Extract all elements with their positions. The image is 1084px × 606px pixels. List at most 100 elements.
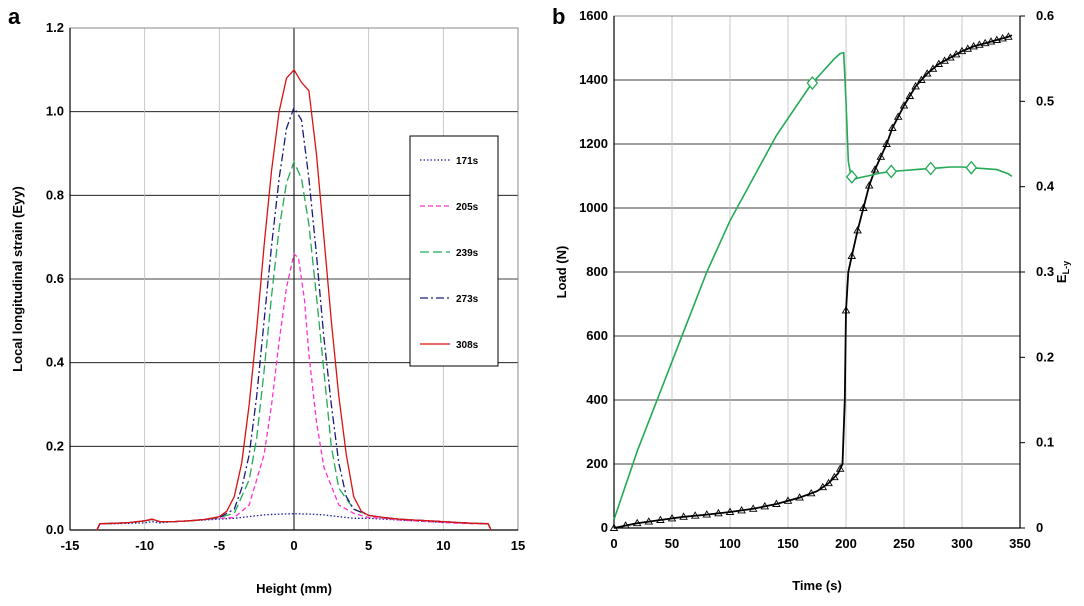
chart-a-legend-label-273s: 273s: [456, 294, 479, 305]
chart-b-triangle-marker: [888, 123, 897, 131]
chart-b-triangle-marker: [690, 511, 700, 519]
chart-b-x-tick-label: 250: [893, 536, 915, 551]
chart-b-triangle-marker: [702, 510, 712, 518]
chart-b-triangle-marker: [760, 502, 770, 510]
chart-b-triangle-marker: [998, 34, 1007, 42]
chart-b-y-tick-label: 1000: [579, 200, 608, 215]
chart-b-x-ticks: 0 50 100 150 200 250 300 350: [610, 536, 1030, 551]
chart-a: -15 -10 -5 0 5 10 15 0.0 0.2 0.4 0.6 0.8 1.0 1.2 Hei…: [10, 20, 525, 596]
chart-a-x-tick-label: -10: [135, 538, 154, 553]
chart-b-triangle-marker: [818, 482, 828, 491]
chart-a-y-ticks: 0.0 0.2 0.4 0.6 0.8 1.0 1.2: [46, 20, 65, 537]
chart-b-y-tick-label: 1400: [579, 72, 608, 87]
chart-a-frame: [69, 27, 519, 531]
chart-a-legend-label-171s: 171s: [456, 156, 479, 167]
chart-b-triangle-marker: [876, 152, 886, 160]
chart-b-y2-tick-label: 0.5: [1036, 93, 1054, 108]
chart-a-x-tick-label: -15: [61, 538, 80, 553]
chart-a-y-tick-label: 1.0: [46, 104, 64, 119]
chart-b-triangle-marker: [835, 464, 845, 472]
chart-b-y-tick-label: 0: [601, 520, 608, 535]
chart-b-diamond-marker: [965, 160, 978, 175]
chart-a-x-tick-label: 15: [511, 538, 525, 553]
chart-b-y2-label-sub: L-y: [1061, 261, 1071, 275]
chart-b-triangle-marker: [853, 226, 862, 234]
chart-b-triangle-marker: [644, 517, 654, 525]
chart-b-x-label: Time (s): [792, 578, 842, 593]
chart-b-y2-tick-label: 0.6: [1036, 8, 1054, 23]
chart-b-grid: [613, 15, 1021, 529]
chart-b-y-tick-label: 800: [586, 264, 608, 279]
chart-b-y2-label-main: E: [1054, 274, 1069, 283]
chart-a-legend-label-308s: 308s: [456, 340, 479, 351]
chart-b-series: [613, 34, 1013, 529]
chart-b-triangle-marker: [841, 306, 851, 314]
chart-b-y2-tick-label: 0.1: [1036, 435, 1054, 450]
chart-b-x-tick-label: 350: [1009, 536, 1031, 551]
chart-b-triangle-marker: [1004, 32, 1013, 40]
chart-a-y-tick-label: 0.6: [46, 271, 64, 286]
chart-b-diamond-marker: [924, 161, 937, 176]
chart-b-y2-label: EL-y: [1054, 261, 1071, 283]
chart-a-series-308s: [96, 68, 492, 531]
chart-b-triangle-marker: [963, 44, 973, 52]
chart-a-series: [96, 68, 492, 531]
chart-b-triangle-marker: [772, 499, 781, 507]
chart-b-x-tick-label: 50: [665, 536, 679, 551]
chart-b-triangle-marker: [667, 514, 677, 522]
chart-b-triangle-marker: [824, 478, 833, 487]
chart-b-triangle-marker: [917, 75, 926, 83]
chart-b-triangle-marker: [621, 521, 630, 529]
chart-b-triangle-marker: [847, 251, 857, 259]
chart-b-triangle-marker: [905, 91, 915, 99]
chart-b-series-right: [613, 51, 1013, 520]
chart-b-triangle-marker: [882, 139, 891, 147]
chart-a-legend-label-205s: 205s: [456, 202, 479, 213]
chart-b-triangle-marker: [992, 35, 1002, 43]
chart-b-x-tick-label: 0: [610, 536, 617, 551]
chart-b-x-tick-label: 150: [777, 536, 799, 551]
chart-b-y-label: Load (N): [554, 246, 569, 299]
chart-b-triangle-marker: [864, 181, 874, 189]
chart-b-y-tick-label: 1600: [579, 8, 608, 23]
chart-b-y-tick-label: 600: [586, 328, 608, 343]
chart-b-triangle-marker: [859, 203, 868, 211]
chart-b-y-tick-label: 1200: [579, 136, 608, 151]
chart-b-triangle-marker: [969, 42, 978, 50]
chart-b-x-tick-label: 100: [719, 536, 741, 551]
chart-b-triangle-marker: [899, 101, 909, 109]
chart-b-triangle-marker: [795, 493, 804, 501]
chart-a-x-ticks: -15 -10 -5 0 5 10 15: [61, 538, 526, 553]
chart-a-x-tick-label: 0: [290, 538, 297, 553]
chart-b-y2-tick-label: 0.2: [1036, 349, 1054, 364]
chart-a-x-tick-label: -5: [214, 538, 226, 553]
chart-b-x-tick-label: 200: [835, 536, 857, 551]
chart-a-y-tick-label: 0.0: [46, 522, 64, 537]
chart-b-triangle-marker: [830, 472, 839, 481]
chart-b-triangle-marker: [737, 506, 746, 514]
panel-b-label: b: [552, 4, 565, 29]
chart-b-triangle-marker: [980, 38, 990, 47]
chart-a-x-tick-label: 5: [365, 538, 372, 553]
chart-a-y-tick-label: 0.2: [46, 438, 64, 453]
chart-b-y2-tick-label: 0.3: [1036, 264, 1054, 279]
chart-b-triangle-marker: [725, 507, 735, 515]
chart-a-y-label: Local longitudinal strain (Eyy): [10, 186, 25, 372]
chart-a-y-tick-label: 0.4: [46, 355, 65, 370]
chart-a-y-tick-label: 1.2: [46, 20, 64, 35]
chart-a-x-tick-label: 10: [436, 538, 450, 553]
chart-b-triangle-marker: [806, 488, 816, 497]
chart-a-y-tick-label: 0.8: [46, 187, 64, 202]
chart-a-legend: 171s 205s 239s 273s 308s: [409, 135, 499, 367]
chart-b-series-left: [613, 34, 1013, 529]
chart-b-triangle-marker: [975, 40, 984, 48]
chart-b-y2-tick-label: 0.4: [1036, 179, 1055, 194]
chart-b-triangle-marker: [986, 37, 996, 45]
chart-b-y2-tick-label: 0: [1036, 520, 1043, 535]
chart-b: 0 50 100 150 200 250 300 350 0 200 400 600 800 1000 1…: [554, 8, 1071, 593]
chart-a-legend-label-239s: 239s: [456, 248, 479, 259]
chart-b-triangle-marker: [632, 518, 642, 527]
chart-b-y2-ticks: 0 0.1 0.2 0.3 0.4 0.5 0.6: [1020, 8, 1055, 535]
chart-b-triangle-marker: [714, 508, 723, 517]
